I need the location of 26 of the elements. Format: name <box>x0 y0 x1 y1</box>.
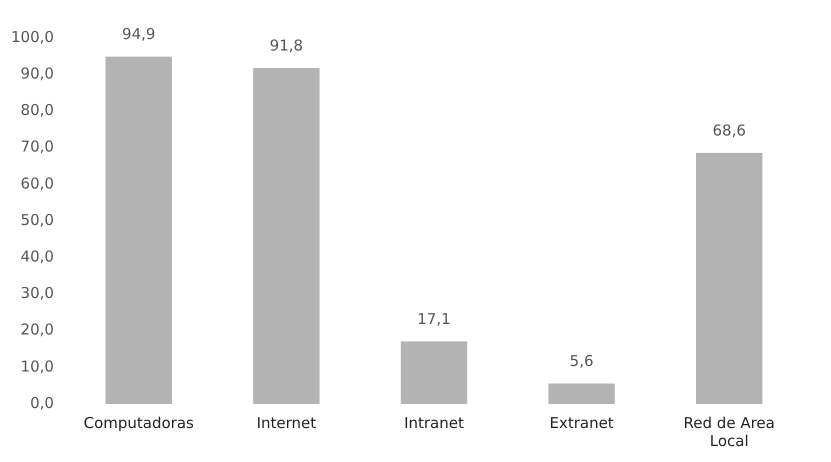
bar <box>106 56 172 404</box>
y-tick-label: 80,0 <box>20 101 54 120</box>
bar <box>696 152 762 404</box>
data-label: 5,6 <box>570 352 594 370</box>
y-tick-label: 40,0 <box>20 247 54 266</box>
x-tick-label: Computadoras <box>84 414 194 432</box>
y-tick-label: 0,0 <box>30 394 54 412</box>
data-label: 17,1 <box>417 310 451 328</box>
y-tick-label: 50,0 <box>20 210 54 229</box>
y-tick-label: 100,0 <box>10 28 54 46</box>
x-tick-label: Red de Area Local <box>684 414 775 450</box>
data-label: 94,9 <box>122 25 156 44</box>
y-tick-label: 30,0 <box>20 284 54 302</box>
y-tick-label: 10,0 <box>20 357 54 376</box>
y-tick-label: 70,0 <box>20 138 54 156</box>
y-tick-label: 60,0 <box>20 174 54 192</box>
bar <box>253 68 320 404</box>
bar <box>548 384 615 404</box>
data-label: 91,8 <box>270 36 304 54</box>
x-tick-label: Extranet <box>549 414 614 432</box>
x-tick-label: Internet <box>256 414 316 432</box>
data-label: 68,6 <box>712 121 746 140</box>
y-tick-label: 20,0 <box>20 320 54 339</box>
y-tick-label: 90,0 <box>20 64 54 82</box>
x-tick-label: Intranet <box>404 414 464 432</box>
bar <box>400 341 468 404</box>
